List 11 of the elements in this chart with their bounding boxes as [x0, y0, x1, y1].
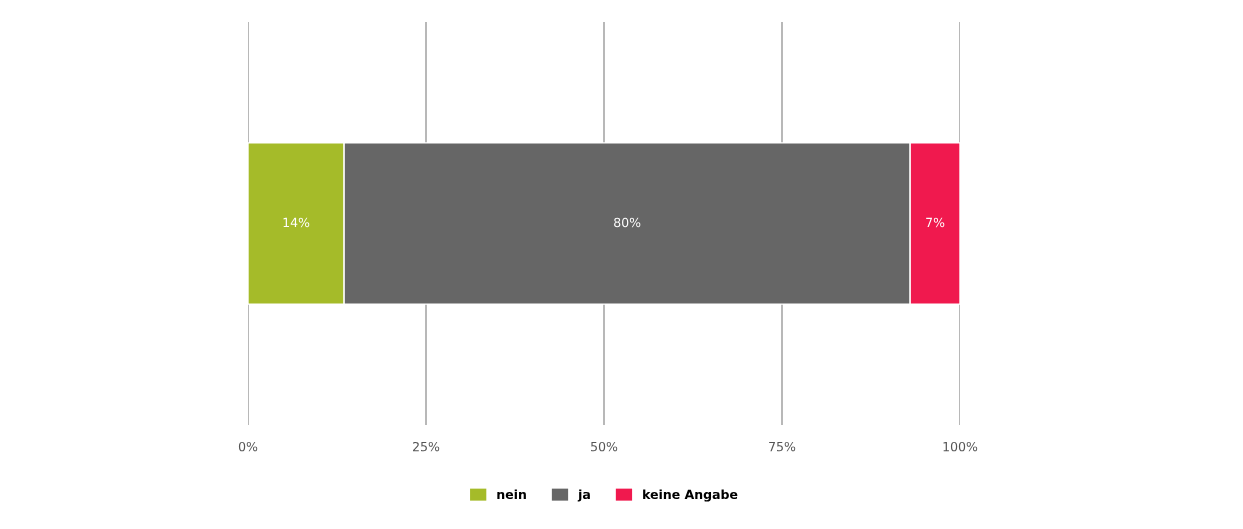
- legend-label: keine Angabe: [643, 489, 738, 502]
- data-label: 14%: [283, 217, 310, 228]
- x-tick-label: 0%: [238, 441, 258, 452]
- legend-label: ja: [577, 489, 590, 502]
- x-tick-label: 25%: [413, 441, 440, 452]
- data-label: 7%: [926, 217, 945, 228]
- x-tick-label: 100%: [943, 441, 978, 452]
- legend-label: nein: [497, 489, 526, 500]
- data-label: 80%: [614, 217, 641, 228]
- x-tick-label: 75%: [769, 441, 796, 452]
- x-tick-label: 50%: [591, 441, 618, 452]
